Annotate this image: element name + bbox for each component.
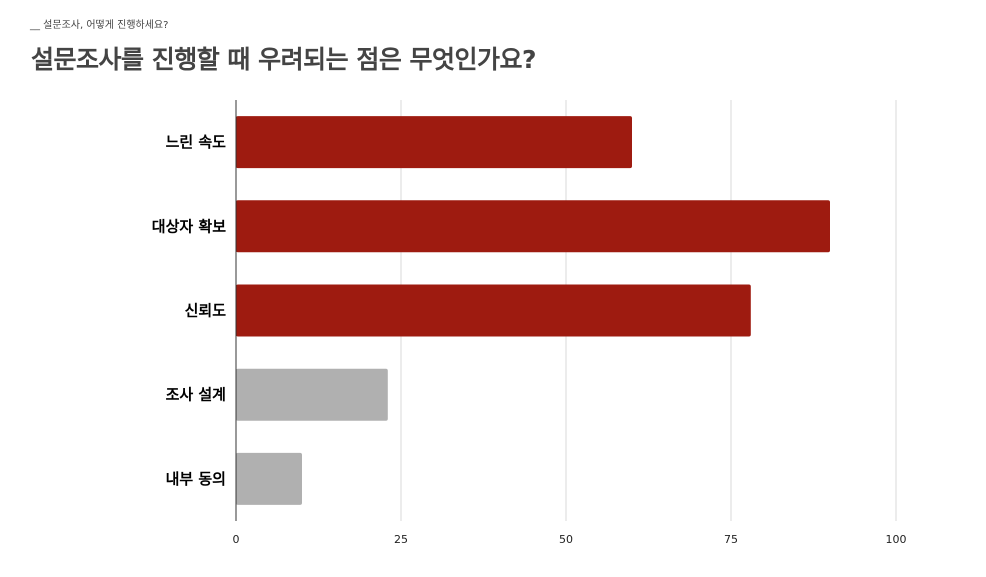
category-label: 대상자 확보 (152, 217, 226, 235)
bar (236, 116, 632, 169)
bar (236, 200, 830, 253)
x-tick-label: 75 (724, 533, 738, 546)
bar (236, 452, 302, 505)
x-tick-labels: 0 25 50 75 100 (233, 533, 907, 546)
breadcrumb: __ 설문조사, 어떻게 진행하세요? (30, 20, 169, 31)
bar (236, 368, 388, 421)
category-label: 조사 설계 (166, 386, 226, 404)
bars (236, 116, 830, 505)
page-title: 설문조사를 진행할 때 우려되는 점은 무엇인가요? (31, 45, 537, 74)
x-tick-label: 50 (559, 533, 573, 546)
category-label: 내부 동의 (166, 470, 226, 488)
x-tick-label: 0 (233, 533, 240, 546)
bar (236, 284, 751, 337)
category-label: 신뢰도 (185, 302, 227, 320)
x-tick-label: 25 (394, 533, 408, 546)
category-label: 느린 속도 (166, 133, 227, 151)
x-tick-label: 100 (886, 533, 907, 546)
